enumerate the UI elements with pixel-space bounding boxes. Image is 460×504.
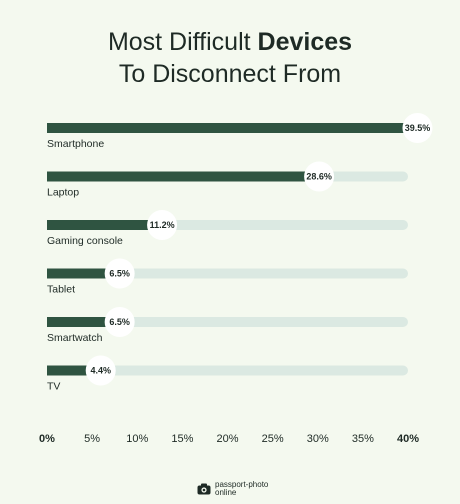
- bar: [47, 220, 149, 230]
- camera-icon: [197, 483, 211, 495]
- logo-line-1: passport-photo: [215, 480, 269, 489]
- bar-track: [47, 365, 408, 376]
- brand-logo: passport-photo online: [197, 479, 268, 499]
- x-tick-label: 30%: [307, 433, 329, 445]
- value-label-bubble: [104, 307, 135, 337]
- x-tick-label: 15%: [171, 433, 193, 445]
- value-label-bubble: [85, 355, 116, 386]
- value-label: 6.5%: [109, 269, 130, 279]
- value-label-bubble: [147, 210, 178, 240]
- x-tick-label: 10%: [126, 433, 148, 445]
- bar: [47, 171, 306, 182]
- title-line-2: To Disconnect From: [118, 60, 342, 88]
- value-label-bubble: [402, 113, 433, 143]
- x-tick-label: 25%: [262, 433, 284, 445]
- title-line-1: Most Difficult Devices: [0, 26, 460, 58]
- x-tick-label: 5%: [84, 433, 100, 445]
- x-tick-label: 20%: [216, 433, 238, 445]
- category-label: TV: [47, 381, 60, 393]
- value-label-bubble: [104, 258, 135, 289]
- x-tick-label: 40%: [397, 433, 419, 445]
- bar-chart: 39.5% Smartphone 28.6% Laptop 11.2% Gaming co…: [39, 113, 433, 445]
- category-label: Tablet: [47, 284, 75, 296]
- bar: [47, 268, 106, 279]
- title-bold: Devices: [257, 28, 353, 56]
- bar-track: [47, 268, 408, 279]
- x-tick-label: 35%: [352, 433, 374, 445]
- category-label: Gaming console: [47, 235, 123, 247]
- value-label: 6.5%: [109, 317, 130, 327]
- bar: [47, 365, 87, 376]
- chart-title: Most Difficult Devices To Disconnect Fro…: [0, 26, 460, 90]
- logo-text: passport-photo online: [215, 481, 268, 497]
- value-label: 4.4%: [90, 366, 111, 376]
- category-label: Smartwatch: [47, 332, 103, 344]
- bar-track: [47, 317, 408, 327]
- bar: [47, 317, 106, 327]
- value-label: 39.5%: [405, 123, 431, 133]
- bar: [47, 123, 404, 133]
- title-prefix: Most Difficult: [107, 28, 258, 56]
- value-label-bubble: [304, 161, 335, 192]
- logo-line-2: online: [215, 488, 237, 497]
- value-label: 11.2%: [150, 220, 175, 230]
- category-label: Laptop: [47, 187, 79, 199]
- x-tick-label: 0%: [39, 433, 55, 445]
- category-label: Smartphone: [47, 138, 104, 150]
- value-label: 28.6%: [306, 172, 332, 182]
